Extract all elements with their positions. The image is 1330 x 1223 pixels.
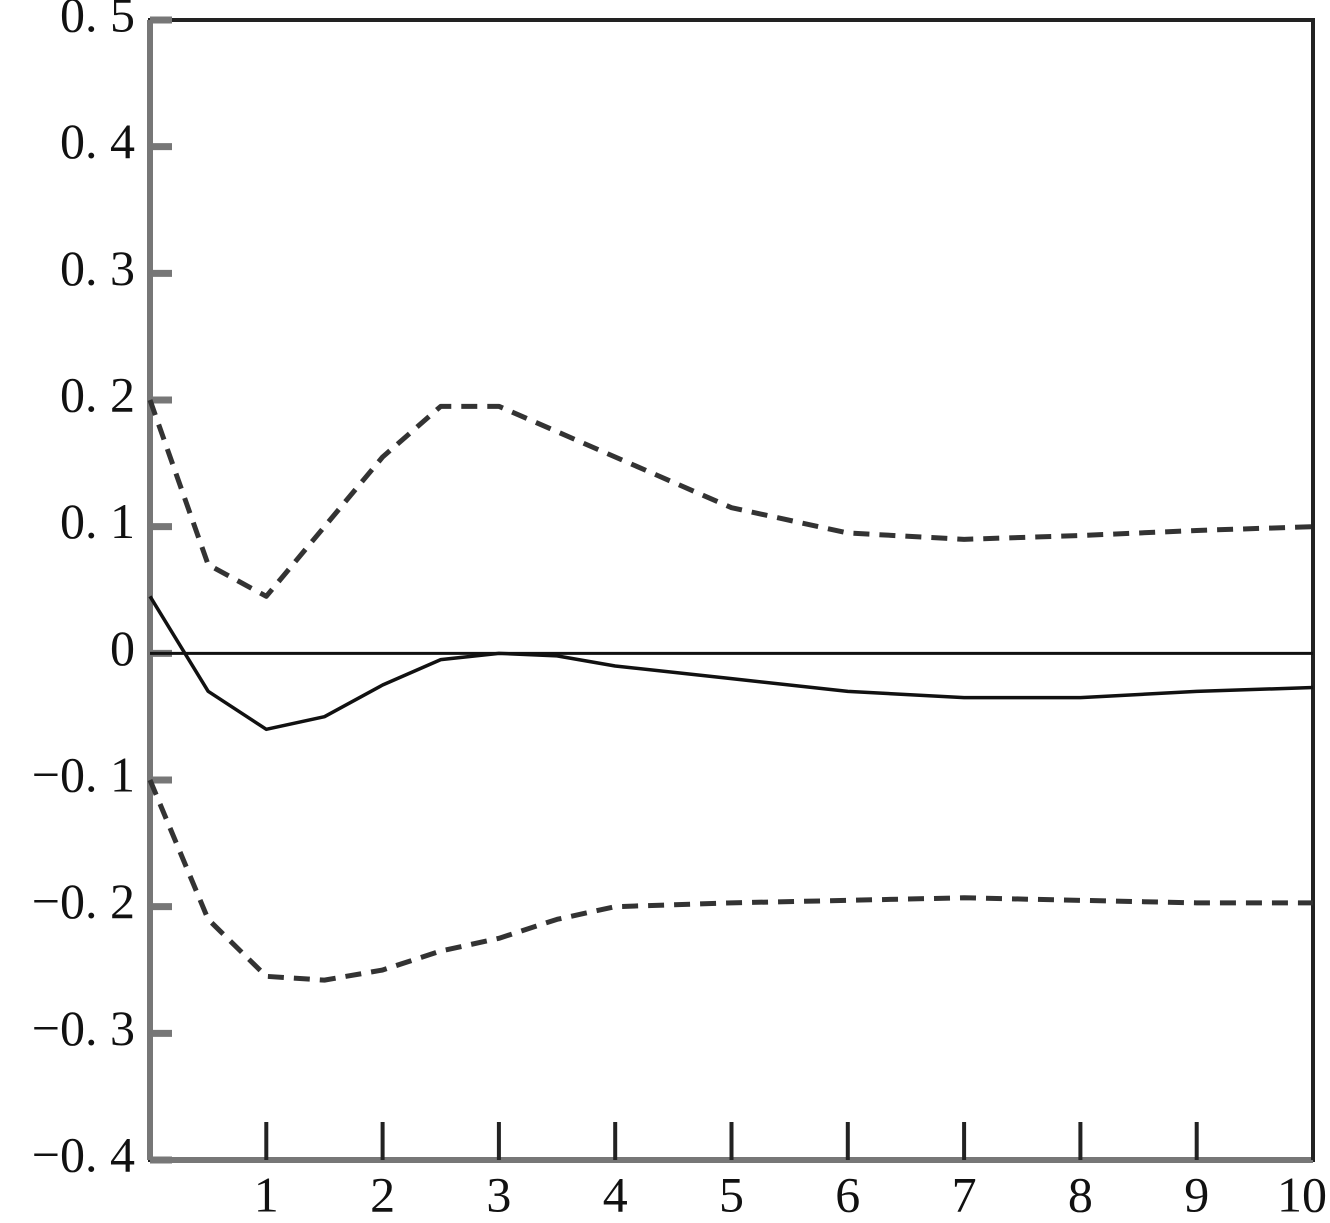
x-tick-label: 8 <box>1068 1166 1093 1222</box>
x-tick-label: 7 <box>952 1166 977 1222</box>
y-tick-label: −0. 3 <box>32 1000 135 1056</box>
x-tick-label: 3 <box>486 1166 511 1222</box>
plot-frame <box>148 18 1315 1162</box>
y-tick-label: −0. 1 <box>32 746 135 802</box>
y-tick-label: 0. 1 <box>60 493 135 549</box>
series-line <box>147 399 1314 599</box>
x-tick-label: 10 <box>1277 1166 1327 1222</box>
y-tick-label: −0. 4 <box>32 1126 135 1182</box>
x-tick-label: 2 <box>370 1166 395 1222</box>
series-line <box>147 779 1313 983</box>
x-tick-label: 4 <box>603 1166 628 1222</box>
y-tick-label: 0 <box>110 620 135 676</box>
y-tick-label: 0. 2 <box>60 366 135 422</box>
series-line <box>148 595 1314 732</box>
y-tick-label: −0. 2 <box>32 873 135 929</box>
y-tick-label: 0. 3 <box>60 240 135 296</box>
x-tick-label: 1 <box>254 1166 279 1222</box>
y-tick-label: 0. 4 <box>60 113 135 169</box>
x-tick-label: 9 <box>1184 1166 1209 1222</box>
x-tick-label: 5 <box>719 1166 744 1222</box>
x-tick-label: 6 <box>835 1166 860 1222</box>
y-tick-label: 0. 5 <box>60 0 135 42</box>
